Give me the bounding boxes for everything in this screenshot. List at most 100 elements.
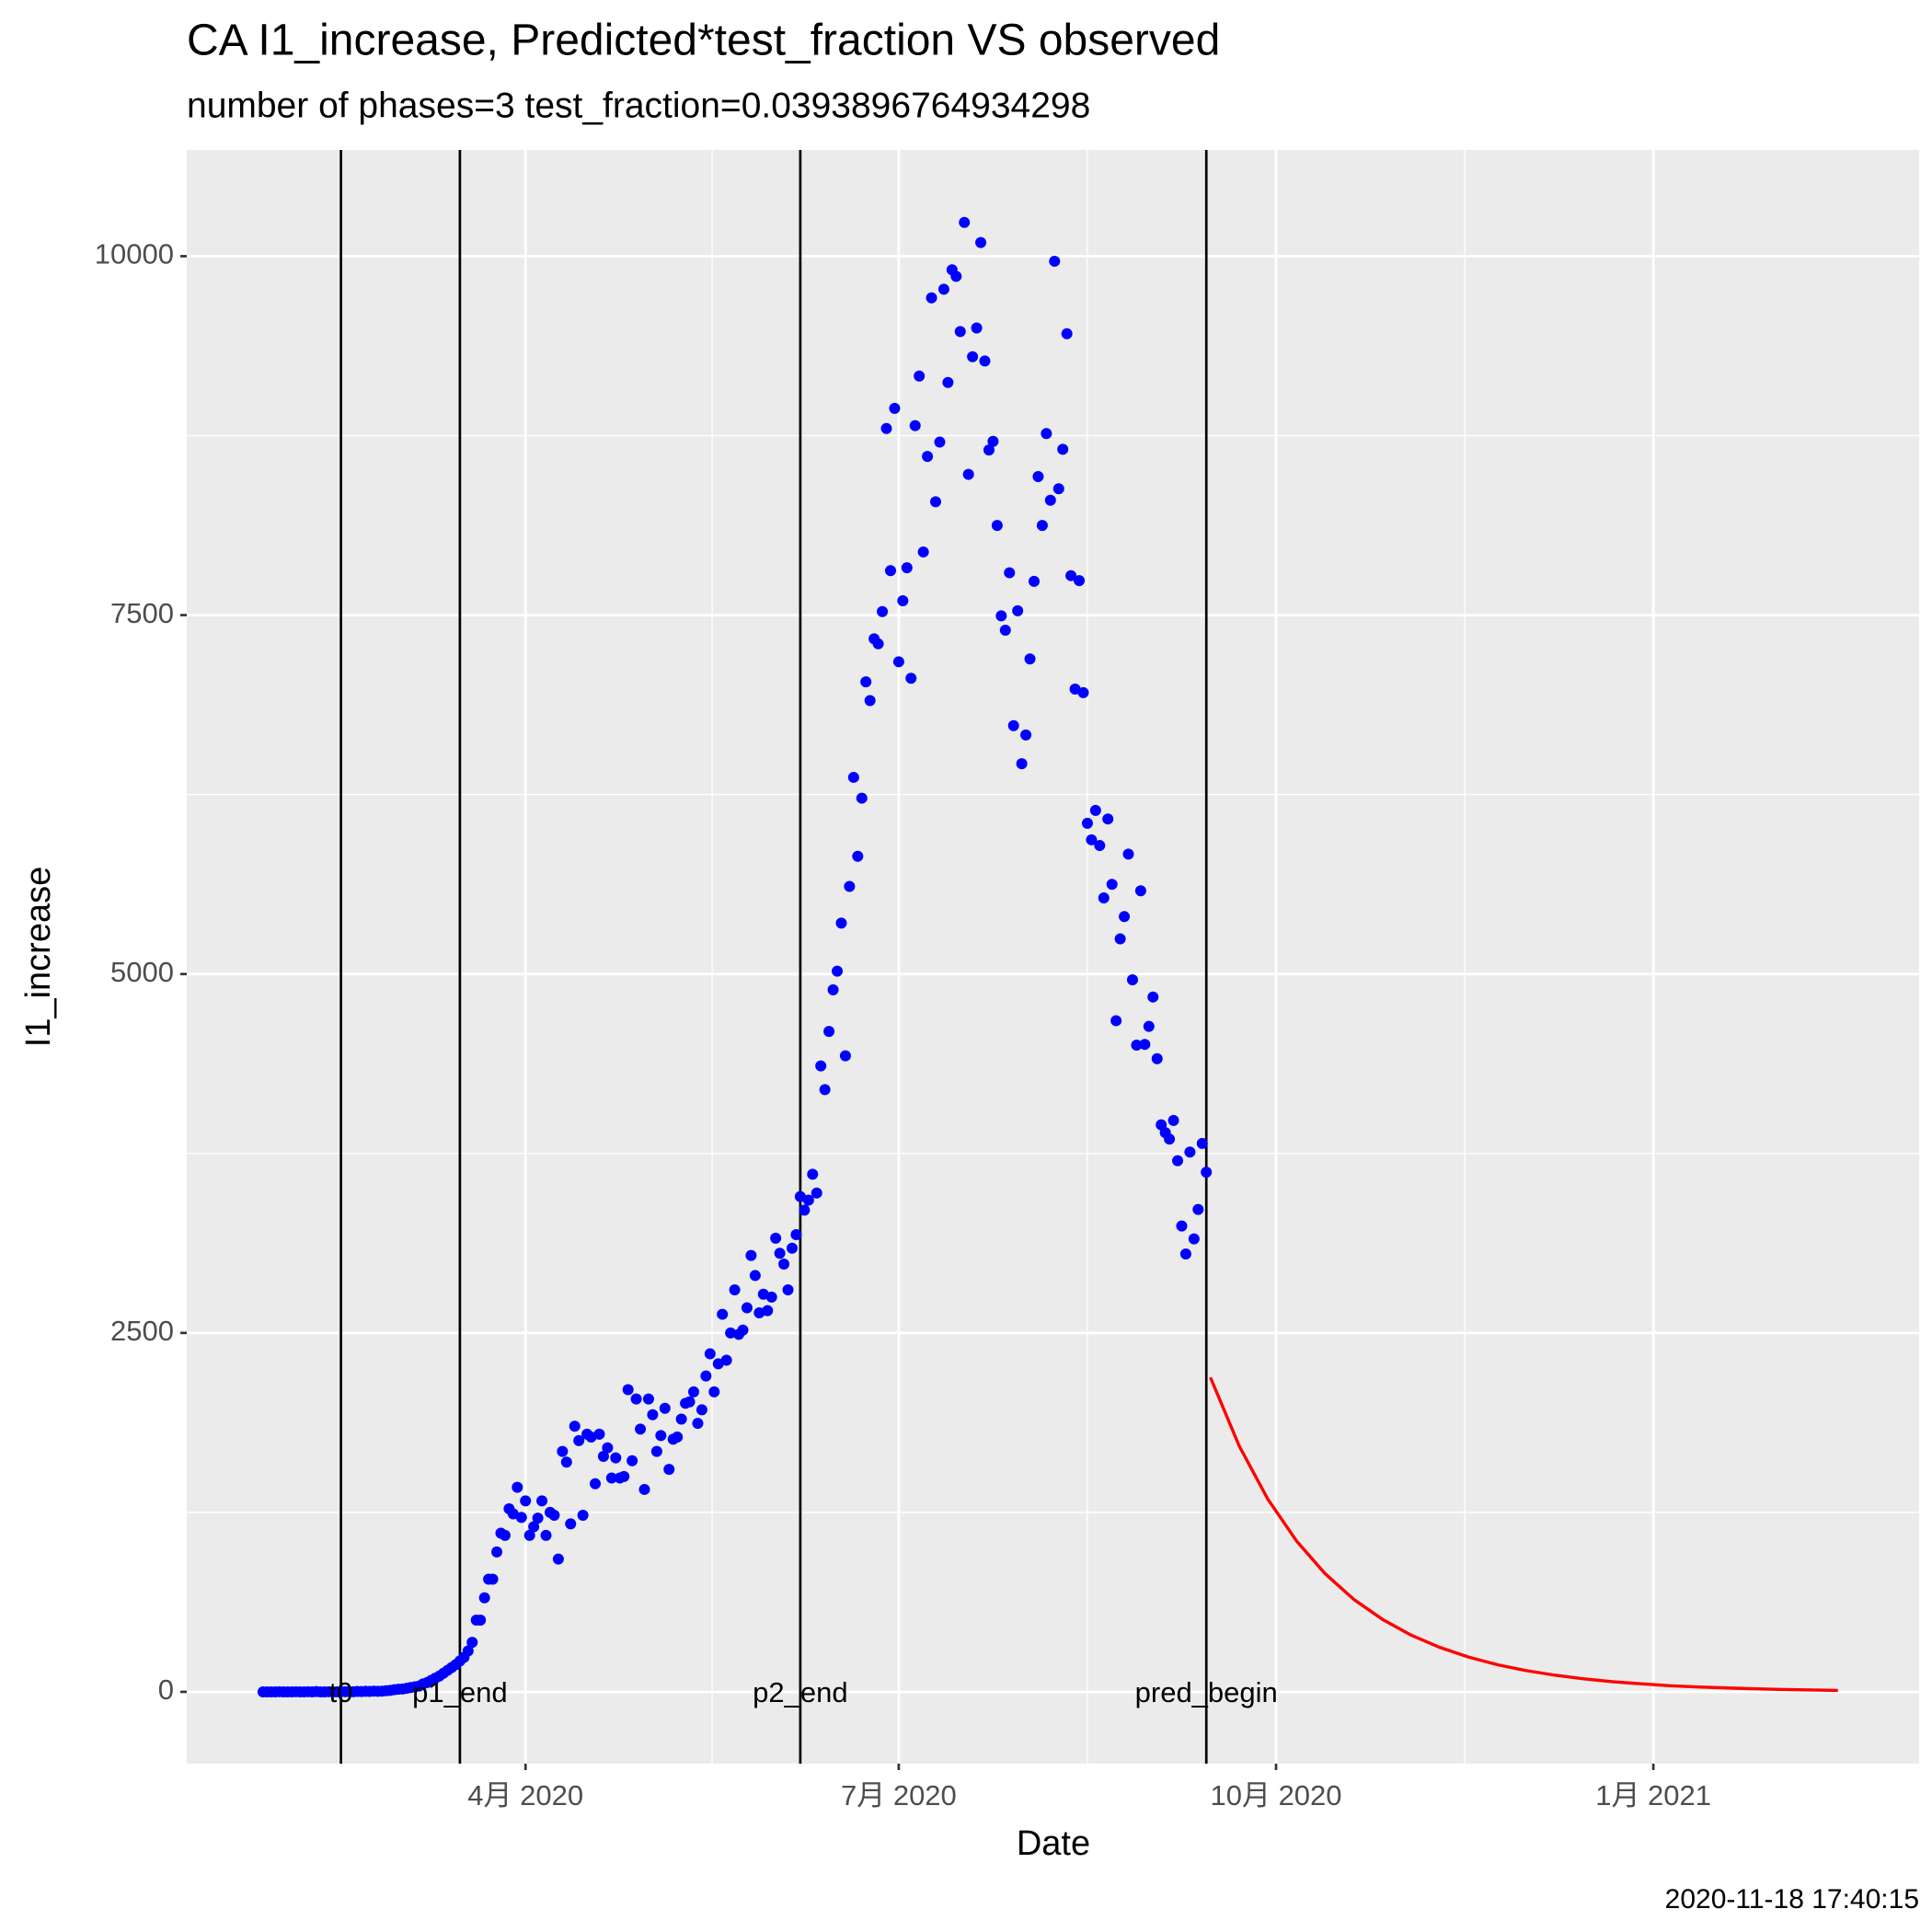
data-point — [1007, 719, 1019, 731]
data-point — [650, 1445, 662, 1457]
data-point — [884, 565, 896, 577]
data-point — [647, 1409, 659, 1420]
data-point — [1036, 520, 1048, 532]
data-point — [823, 1026, 835, 1038]
x-axis-title: Date — [1017, 1824, 1090, 1863]
data-point — [942, 376, 954, 388]
data-point — [1044, 494, 1056, 506]
data-point — [532, 1512, 544, 1524]
plot-panel — [187, 150, 1919, 1764]
data-point — [790, 1228, 802, 1240]
data-point — [659, 1402, 671, 1414]
data-point — [520, 1495, 532, 1507]
data-point — [622, 1384, 634, 1396]
data-point — [909, 420, 921, 431]
data-point — [708, 1386, 720, 1397]
data-point — [466, 1637, 478, 1649]
data-point — [762, 1305, 774, 1317]
data-point — [962, 468, 974, 480]
data-point — [1098, 892, 1110, 904]
data-point — [872, 638, 884, 650]
data-point — [745, 1249, 757, 1261]
x-tick-label: 7月 2020 — [841, 1779, 957, 1811]
data-point — [987, 435, 999, 447]
data-point — [1176, 1220, 1188, 1232]
data-point — [847, 771, 859, 783]
data-point — [1201, 1167, 1213, 1179]
data-point — [704, 1348, 716, 1360]
data-point — [577, 1510, 589, 1522]
data-point — [1196, 1137, 1208, 1149]
data-point — [536, 1495, 548, 1507]
y-tick-label: 7500 — [110, 597, 174, 629]
data-point — [1151, 1052, 1163, 1064]
data-point — [605, 1472, 617, 1484]
data-point — [1049, 255, 1061, 267]
x-tick-label: 1月 2021 — [1595, 1779, 1711, 1811]
phase-label: t0 — [329, 1676, 353, 1708]
y-axis-title: I1_increase — [19, 867, 58, 1047]
data-point — [528, 1521, 540, 1533]
data-point — [684, 1396, 696, 1408]
data-point — [1061, 328, 1073, 339]
data-point — [618, 1470, 630, 1482]
data-point — [983, 444, 995, 456]
data-point — [1074, 575, 1086, 587]
data-point — [700, 1370, 712, 1382]
data-point — [560, 1456, 572, 1468]
chart-subtitle: number of phases=3 test_fraction=0.03938… — [187, 86, 1090, 125]
data-point — [975, 236, 987, 248]
data-point — [930, 496, 942, 508]
data-point — [523, 1529, 535, 1541]
data-point — [995, 610, 1007, 622]
data-point — [573, 1434, 585, 1446]
data-point — [692, 1418, 704, 1430]
data-point — [491, 1546, 503, 1558]
data-point — [934, 436, 946, 448]
caption: 2020-11-18 17:40:15 — [1665, 1884, 1919, 1915]
data-point — [1086, 834, 1098, 845]
data-point — [663, 1464, 675, 1476]
data-point — [475, 1614, 487, 1626]
data-point — [778, 1258, 790, 1270]
prediction-line — [1209, 1376, 1838, 1693]
data-point — [971, 322, 983, 334]
data-point — [782, 1284, 794, 1296]
data-point — [967, 351, 979, 362]
data-point — [1119, 911, 1131, 923]
x-tick-label: 4月 2020 — [467, 1779, 583, 1811]
chart-title: CA I1_increase, Predicted*test_fraction … — [187, 17, 1220, 65]
data-point — [741, 1302, 753, 1314]
data-point — [832, 965, 844, 977]
data-point — [569, 1420, 581, 1432]
data-point — [852, 850, 864, 862]
data-point — [1065, 569, 1077, 581]
phase-label: p1_end — [412, 1676, 507, 1708]
data-point — [1122, 848, 1134, 860]
phase-label: p2_end — [753, 1676, 847, 1708]
data-point — [687, 1386, 699, 1397]
data-point — [729, 1284, 741, 1296]
data-point — [1134, 885, 1146, 897]
data-point — [819, 1084, 831, 1096]
data-point — [499, 1529, 511, 1541]
data-point — [642, 1393, 654, 1405]
phase-label: pred_begin — [1135, 1676, 1278, 1708]
data-point — [922, 451, 934, 463]
data-point — [1139, 1039, 1151, 1051]
data-point — [1167, 1114, 1179, 1126]
data-point — [540, 1529, 552, 1541]
data-point — [1192, 1203, 1204, 1215]
data-point — [917, 546, 929, 558]
data-point — [1110, 1015, 1122, 1027]
data-point — [1164, 1133, 1176, 1145]
data-point — [725, 1327, 737, 1339]
data-point — [602, 1442, 614, 1454]
data-point — [1172, 1155, 1184, 1167]
data-point — [1032, 471, 1044, 483]
data-point — [1004, 567, 1016, 579]
data-point — [1094, 840, 1106, 852]
data-point — [717, 1308, 729, 1320]
data-point — [991, 520, 1003, 532]
